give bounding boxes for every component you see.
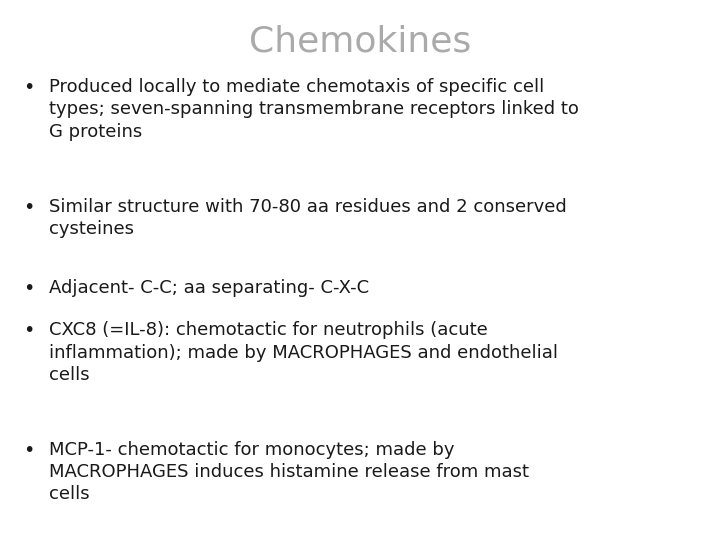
Text: Chemokines: Chemokines xyxy=(249,24,471,58)
Text: Similar structure with 70-80 aa residues and 2 conserved
cysteines: Similar structure with 70-80 aa residues… xyxy=(49,198,567,238)
Text: •: • xyxy=(23,279,35,298)
Text: Produced locally to mediate chemotaxis of specific cell
types; seven-spanning tr: Produced locally to mediate chemotaxis o… xyxy=(49,78,579,141)
Text: •: • xyxy=(23,321,35,340)
Text: MCP-1- chemotactic for monocytes; made by
MACROPHAGES induces histamine release : MCP-1- chemotactic for monocytes; made b… xyxy=(49,441,529,503)
Text: •: • xyxy=(23,198,35,217)
Text: •: • xyxy=(23,441,35,460)
Text: •: • xyxy=(23,78,35,97)
Text: CXC8 (=IL-8): chemotactic for neutrophils (acute
inflammation); made by MACROPHA: CXC8 (=IL-8): chemotactic for neutrophil… xyxy=(49,321,558,384)
Text: Adjacent- C-C; aa separating- C-X-C: Adjacent- C-C; aa separating- C-X-C xyxy=(49,279,369,296)
